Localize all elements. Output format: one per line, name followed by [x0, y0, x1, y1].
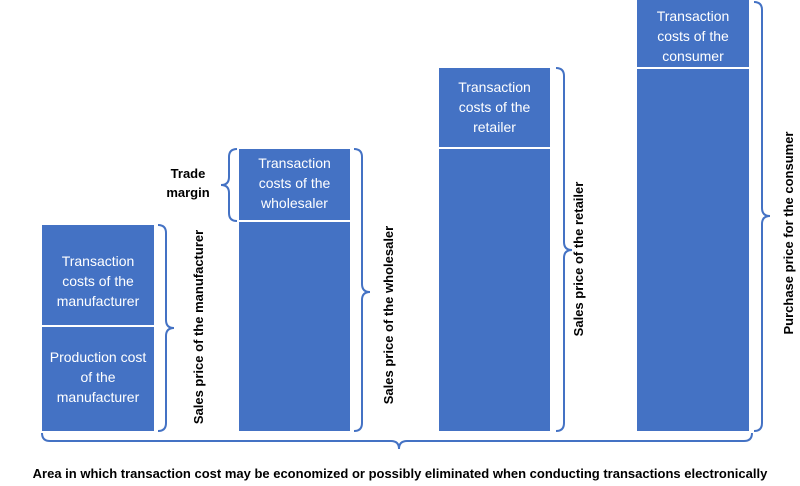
segment-divider [42, 325, 154, 327]
bracket-retailer [555, 67, 573, 432]
bracket-wholesaler [353, 148, 371, 432]
segment-transaction-costs-retailer: Transaction costs of the retailer [458, 79, 531, 135]
segment-divider [239, 220, 350, 222]
label-purchase-price-consumer: Purchase price for the consumer [781, 131, 796, 335]
bracket-bottom [41, 432, 753, 450]
label-sales-price-retailer: Sales price of the retailer [571, 181, 586, 337]
segment-transaction-costs-consumer: Transaction costs of the consumer [656, 8, 730, 64]
label-sales-price-wholesaler: Sales price of the wholesaler [381, 225, 396, 405]
bracket-consumer [753, 1, 771, 432]
bracket-manufacturer [157, 224, 175, 432]
segment-production-cost-manufacturer: Production cost of the manufacturer [49, 349, 147, 405]
column-wholesaler: Transaction costs of the wholesaler [239, 149, 350, 431]
bracket-trade-margin [220, 148, 238, 222]
bottom-caption: Area in which transaction cost may be ec… [32, 466, 768, 481]
column-retailer: Transaction costs of the retailer [439, 68, 550, 431]
segment-divider [439, 147, 550, 149]
segment-transaction-costs-wholesaler: Transaction costs of the wholesaler [258, 155, 331, 211]
column-manufacturer: Transaction costs of the manufacturer Pr… [42, 225, 154, 431]
trade-margin-label: Trade margin [166, 166, 210, 200]
segment-transaction-costs-manufacturer: Transaction costs of the manufacturer [56, 253, 140, 309]
column-consumer: Transaction costs of the consumer [637, 0, 749, 431]
label-sales-price-manufacturer: Sales price of the manufacturer [191, 229, 206, 425]
segment-divider [637, 67, 749, 69]
